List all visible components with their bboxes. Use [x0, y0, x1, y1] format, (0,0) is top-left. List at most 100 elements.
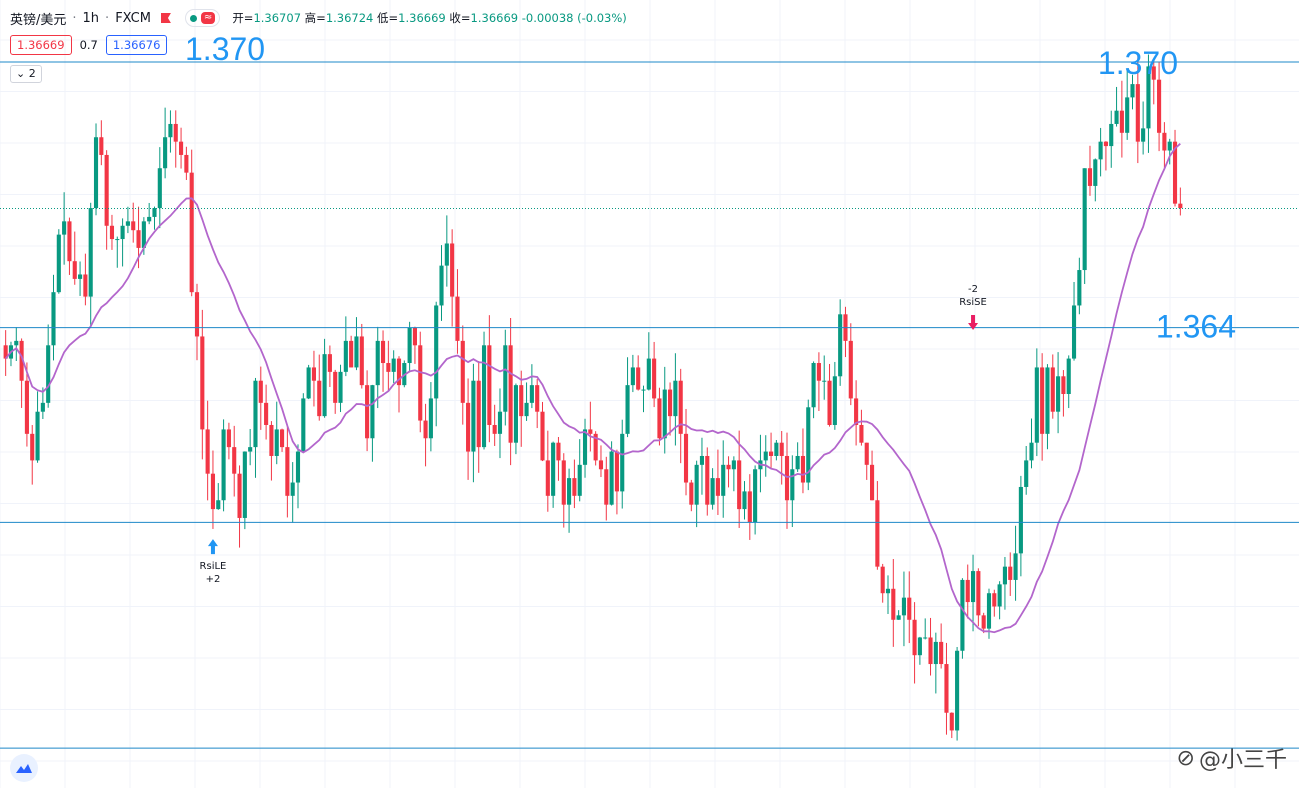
- candle-body: [444, 243, 449, 266]
- sell-price[interactable]: 1.36669: [10, 35, 72, 55]
- candle-body: [859, 424, 864, 443]
- candle-body: [1130, 84, 1135, 98]
- candle-body: [391, 358, 396, 372]
- flag-icon[interactable]: [160, 13, 171, 23]
- candle-body: [503, 345, 508, 412]
- candle-body: [1135, 84, 1140, 142]
- candle-body: [365, 385, 370, 439]
- candle-body: [816, 363, 821, 381]
- candle-body: [1029, 442, 1034, 461]
- status-pill[interactable]: ≈: [184, 9, 221, 27]
- candle-body: [965, 579, 970, 603]
- candle-body: [1087, 168, 1093, 186]
- candle-body: [216, 500, 221, 510]
- candle-body: [747, 491, 752, 523]
- candle-body: [301, 398, 306, 452]
- candle-body: [168, 123, 173, 138]
- candle-body: [641, 389, 646, 391]
- candle-body: [253, 380, 258, 448]
- candle-body: [513, 385, 518, 443]
- candle-body: [248, 447, 253, 452]
- candle-body: [864, 442, 869, 465]
- candle-body: [418, 345, 423, 421]
- signal-arrow-down-icon: [968, 315, 979, 330]
- interval[interactable]: 1h: [82, 10, 100, 26]
- symbol-name[interactable]: 英镑/美元: [10, 12, 67, 28]
- candle-body: [726, 464, 731, 470]
- exchange: FXCM: [115, 10, 151, 26]
- candle-body: [625, 385, 630, 434]
- candle-body: [838, 314, 843, 377]
- level-label: 1.370: [1098, 45, 1178, 81]
- collapse-indicators-button[interactable]: ⌄ 2: [10, 65, 42, 83]
- candle-body: [683, 433, 689, 483]
- candle-body: [317, 380, 322, 417]
- candle-body: [40, 402, 45, 412]
- candle-body: [83, 274, 88, 297]
- candle-body: [880, 566, 885, 594]
- candle-body: [163, 137, 168, 169]
- candle-body: [147, 216, 152, 222]
- candle-body: [609, 451, 614, 505]
- candle-body: [646, 358, 651, 390]
- weibo-icon: ⊘: [1176, 745, 1195, 771]
- candle-body: [343, 340, 348, 372]
- candle-body: [598, 460, 604, 470]
- candle-body: [737, 460, 742, 510]
- candle-body: [1040, 367, 1045, 434]
- candle-body: [1082, 168, 1087, 271]
- buy-price[interactable]: 1.36676: [105, 35, 168, 55]
- candle-body: [806, 407, 811, 483]
- candle-body: [19, 340, 24, 381]
- candle-body: [800, 455, 806, 483]
- candle-body: [1045, 367, 1050, 434]
- candle-body: [636, 367, 641, 390]
- candle-body: [136, 230, 141, 248]
- candle-body: [939, 641, 944, 665]
- candle-body: [923, 637, 928, 639]
- candle-body: [524, 402, 529, 417]
- candle-body: [125, 221, 130, 226]
- candle-body: [891, 588, 896, 620]
- candle-body: [535, 385, 540, 412]
- candle-body: [380, 340, 386, 364]
- candle-body: [72, 261, 77, 279]
- candle-body: [1172, 141, 1178, 204]
- candle-body: [912, 619, 917, 656]
- candle-body: [471, 380, 476, 452]
- candle-body: [577, 464, 582, 496]
- candle-body: [529, 385, 534, 403]
- candle-body: [1093, 159, 1098, 186]
- candle-body: [779, 442, 784, 456]
- low-value: 1.36669: [398, 11, 446, 25]
- candle-body: [1077, 270, 1082, 306]
- open-label: 开=: [232, 11, 254, 25]
- candle-body: [466, 402, 471, 452]
- candle-body: [519, 385, 524, 417]
- candle-body: [3, 345, 8, 359]
- candle-body: [306, 367, 311, 399]
- tradingview-logo-icon[interactable]: [10, 754, 38, 782]
- candle-body: [1071, 305, 1077, 359]
- candle-body: [93, 137, 99, 209]
- candle-body: [907, 597, 912, 620]
- candle-body: [668, 389, 673, 417]
- candle-body: [790, 469, 795, 501]
- candle-body: [1024, 460, 1029, 487]
- candle-body: [508, 345, 513, 443]
- candle-body: [551, 442, 556, 496]
- candle-body: [78, 274, 83, 279]
- candle-body: [386, 363, 391, 372]
- candle-body: [1066, 358, 1071, 394]
- candle-body: [311, 367, 317, 381]
- candle-body: [848, 340, 853, 399]
- candle-body: [1114, 110, 1119, 124]
- candle-body: [933, 641, 938, 665]
- candle-body: [295, 451, 301, 483]
- candle-body: [710, 478, 715, 505]
- signal-label: RsiSE: [959, 297, 987, 308]
- candle-body: [370, 385, 375, 439]
- candle-body: [827, 380, 832, 425]
- candle-body: [1178, 203, 1183, 209]
